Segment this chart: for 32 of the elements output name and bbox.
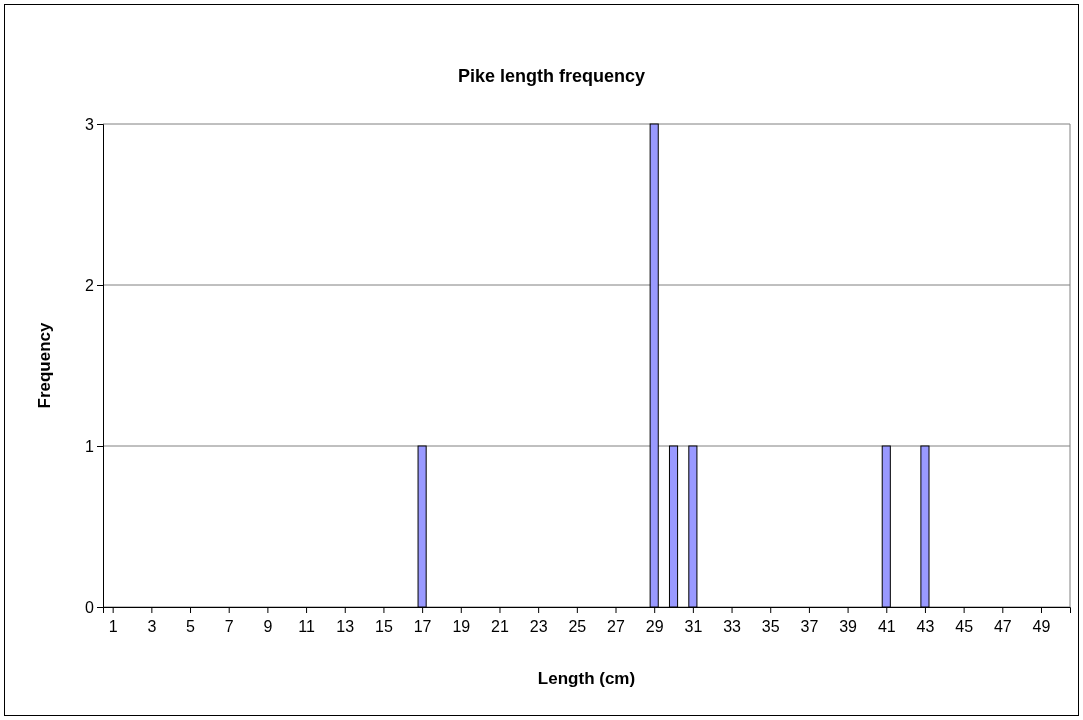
x-tick-label: 27 — [607, 618, 626, 636]
x-tick-label: 7 — [224, 618, 234, 636]
x-tick-label: 19 — [452, 618, 471, 636]
x-tick-label: 5 — [186, 618, 196, 636]
x-tick-label: 39 — [839, 618, 858, 636]
x-tick-label: 35 — [761, 618, 780, 636]
x-tick-label: 3 — [147, 618, 157, 636]
x-tick-label: 9 — [263, 618, 273, 636]
y-axis-title: Frequency — [35, 321, 54, 409]
x-tick-label: 13 — [336, 618, 355, 636]
y-tick-label: 0 — [85, 598, 95, 616]
chart-title: Pike length frequency — [457, 66, 646, 86]
x-tick-label: 37 — [800, 618, 819, 636]
y-tick-label: 2 — [85, 276, 95, 294]
x-tick-label: 15 — [375, 618, 393, 636]
y-tick-label: 1 — [85, 437, 95, 455]
x-tick-label: 47 — [993, 618, 1012, 636]
x-tick-label: 43 — [916, 618, 935, 636]
x-tick-label: 31 — [684, 618, 703, 636]
x-tick-label: 17 — [413, 618, 432, 636]
x-tick-label: 41 — [877, 618, 896, 636]
x-tick-label: 49 — [1032, 618, 1051, 636]
x-tick-label: 21 — [491, 618, 509, 636]
x-tick-label: 1 — [108, 618, 118, 636]
x-tick-label: 23 — [529, 618, 548, 636]
x-tick-label: 33 — [723, 618, 742, 636]
x-tick-label: 45 — [955, 618, 974, 636]
x-axis-title: Length (cm) — [537, 669, 636, 688]
x-tick-label: 25 — [568, 618, 587, 636]
x-tick-label: 11 — [298, 618, 315, 636]
y-tick-label: 3 — [85, 115, 95, 133]
x-tick-label: 29 — [645, 618, 664, 636]
